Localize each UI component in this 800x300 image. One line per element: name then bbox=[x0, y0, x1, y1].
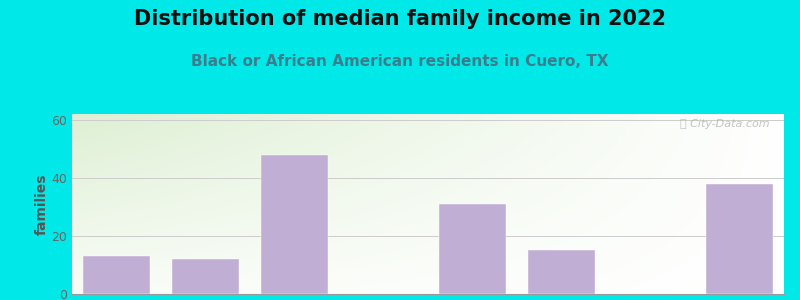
Y-axis label: families: families bbox=[34, 173, 49, 235]
Bar bbox=[706, 184, 773, 294]
Bar bbox=[83, 256, 150, 294]
Text: ⒲ City-Data.com: ⒲ City-Data.com bbox=[680, 119, 770, 129]
Bar bbox=[261, 154, 328, 294]
Bar bbox=[528, 250, 595, 294]
Text: Black or African American residents in Cuero, TX: Black or African American residents in C… bbox=[191, 54, 609, 69]
Text: Distribution of median family income in 2022: Distribution of median family income in … bbox=[134, 9, 666, 29]
Bar bbox=[172, 259, 239, 294]
Bar bbox=[439, 204, 506, 294]
